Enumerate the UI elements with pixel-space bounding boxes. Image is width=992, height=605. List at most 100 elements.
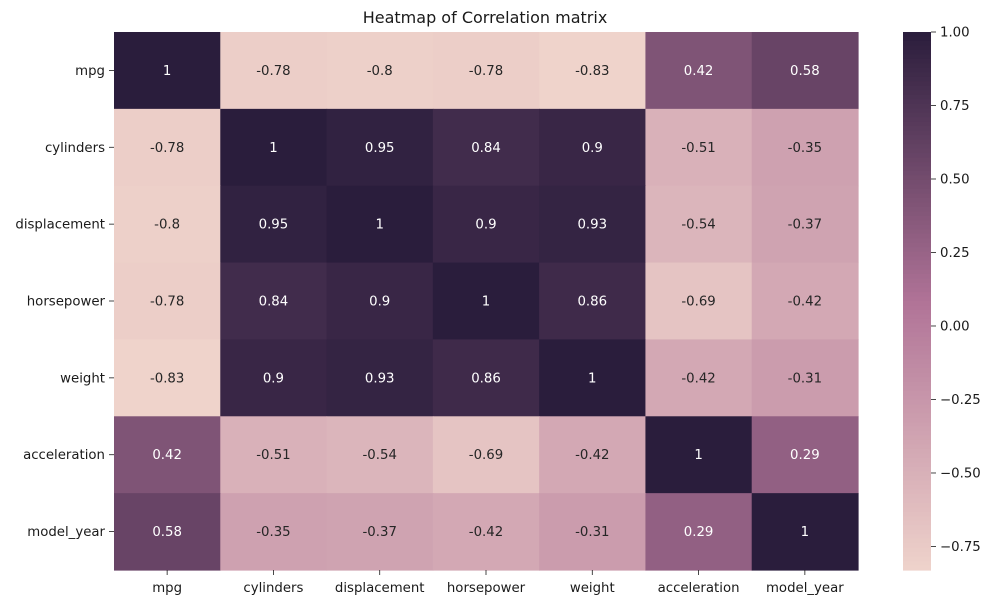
cell-value-label: 0.93 <box>577 218 607 233</box>
cell-value-label: 1 <box>694 448 702 463</box>
colorbar-segment <box>903 305 931 311</box>
heatmap-cell <box>220 262 328 341</box>
colorbar-segment <box>903 561 931 567</box>
colorbar-segment <box>903 426 931 432</box>
colorbar-segment <box>903 211 931 217</box>
y-axis-tick-label: displacement <box>15 218 105 233</box>
colorbar-segment <box>903 175 931 181</box>
colorbar-segment <box>903 170 931 177</box>
colorbar-segment <box>903 448 931 455</box>
heatmap-cells: 1 -0.78 -0.8 -0.78 -0.83 0.42 0.58 -0.78 1 0.95 0.… <box>114 32 859 571</box>
colorbar-segment <box>903 386 931 392</box>
colorbar-segment <box>903 309 931 316</box>
colorbar-segment <box>903 377 931 383</box>
colorbar-segment <box>903 484 931 490</box>
colorbar-segment <box>903 318 931 325</box>
colorbar-segment <box>903 283 931 289</box>
colorbar-segment <box>903 363 931 369</box>
colorbar-segment <box>903 184 931 190</box>
heatmap-cell <box>114 339 221 417</box>
colorbar-tick-label: −0.50 <box>940 466 981 481</box>
cell-value-label: -0.42 <box>469 525 503 540</box>
colorbar-segment <box>903 336 931 342</box>
colorbar-segment <box>903 179 931 186</box>
colorbar-segment <box>903 135 931 141</box>
cell-value-label: -0.83 <box>150 371 184 386</box>
cell-value-label: 0.86 <box>471 371 501 386</box>
cell-value-label: -0.54 <box>681 218 715 233</box>
colorbar-segment <box>903 206 931 212</box>
heatmap-cell <box>539 185 647 264</box>
colorbar-segment <box>903 256 931 262</box>
colorbar-segment <box>903 543 931 549</box>
colorbar-segment <box>903 498 931 504</box>
x-axis-tick-label: model_year <box>766 581 844 596</box>
x-axis-tick-label: mpg <box>152 581 182 596</box>
colorbar-tick-label: 0.25 <box>940 246 970 261</box>
heatmap-cell <box>751 416 859 494</box>
colorbar-segment <box>903 247 931 253</box>
heatmap-cell <box>432 493 540 571</box>
heatmap-cell <box>751 339 859 417</box>
colorbar-segment <box>903 327 931 333</box>
colorbar-tick-label: −0.25 <box>940 393 981 408</box>
colorbar-segment <box>903 516 931 522</box>
colorbar-segment <box>903 422 931 428</box>
colorbar-segment <box>903 229 931 235</box>
heatmap-cell <box>645 262 753 341</box>
colorbar-segment <box>903 278 931 284</box>
colorbar-segment <box>903 538 931 544</box>
colorbar-segment <box>903 493 931 499</box>
colorbar-segment <box>903 471 931 477</box>
colorbar-segment <box>903 453 931 459</box>
cell-value-label: 1 <box>375 218 383 233</box>
colorbar-segment <box>903 81 931 87</box>
colorbar-segment <box>903 238 931 244</box>
heatmap-cell <box>114 416 221 494</box>
colorbar-segment <box>903 332 931 338</box>
colorbar-segment <box>903 58 931 64</box>
heatmap-cell <box>432 108 540 187</box>
colorbar-segment <box>903 197 931 203</box>
cell-value-label: -0.69 <box>469 448 503 463</box>
colorbar-segment <box>903 489 931 495</box>
colorbar-segment <box>903 36 931 42</box>
cell-value-label: -0.78 <box>469 64 503 79</box>
cell-value-label: 1 <box>482 295 490 310</box>
colorbar-segment <box>903 444 931 450</box>
heatmap-cell <box>539 416 647 494</box>
colorbar-segment <box>903 251 931 257</box>
colorbar-segment <box>903 435 931 441</box>
y-axis-tick-label: cylinders <box>45 141 105 156</box>
colorbar-segment <box>903 54 931 60</box>
heatmap-cell <box>539 108 647 187</box>
heatmap-cell <box>432 185 540 264</box>
colorbar-segment <box>903 49 931 56</box>
colorbar-segment <box>903 480 931 486</box>
heatmap-cell <box>326 493 434 571</box>
colorbar-segment <box>903 108 931 114</box>
colorbar-segment <box>903 40 931 47</box>
heatmap-cell <box>645 339 753 417</box>
colorbar-segment <box>903 381 931 387</box>
colorbar-segment <box>903 265 931 271</box>
heatmap-cell <box>645 108 753 187</box>
x-axis-tick-labels: mpg cylinders displacement horsepower weight… <box>152 570 844 596</box>
colorbar-segment <box>903 359 931 365</box>
cell-value-label: -0.83 <box>575 64 609 79</box>
colorbar-tick-label: 0.75 <box>940 99 970 114</box>
colorbar-segment <box>903 534 931 540</box>
colorbar-segment <box>903 390 931 396</box>
cell-value-label: 0.93 <box>365 371 395 386</box>
colorbar-segment <box>903 233 931 239</box>
colorbar-segment <box>903 439 931 446</box>
colorbar-segment <box>903 260 931 266</box>
colorbar-segment <box>903 130 931 136</box>
heatmap-cell <box>114 185 221 264</box>
heatmap-cell <box>326 416 434 494</box>
colorbar-segment <box>903 547 931 553</box>
colorbar-segment <box>903 112 931 118</box>
cell-value-label: 0.58 <box>152 525 182 540</box>
colorbar-segment <box>903 529 931 535</box>
